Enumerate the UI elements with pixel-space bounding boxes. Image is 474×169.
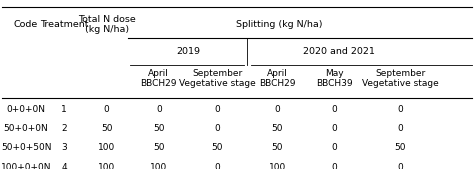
Text: September
Vegetative stage: September Vegetative stage bbox=[362, 69, 439, 88]
Text: 0: 0 bbox=[398, 124, 403, 133]
Text: Treatment: Treatment bbox=[40, 20, 88, 29]
Text: 0: 0 bbox=[156, 104, 162, 114]
Text: 0: 0 bbox=[274, 104, 280, 114]
Text: 50: 50 bbox=[272, 124, 283, 133]
Text: 0+0+0N: 0+0+0N bbox=[7, 104, 46, 114]
Text: 50: 50 bbox=[101, 124, 112, 133]
Text: 2: 2 bbox=[61, 124, 67, 133]
Text: 100: 100 bbox=[150, 163, 167, 169]
Text: 100: 100 bbox=[98, 143, 115, 152]
Text: 0: 0 bbox=[104, 104, 109, 114]
Text: Code: Code bbox=[14, 20, 38, 29]
Text: 50: 50 bbox=[211, 143, 223, 152]
Text: 0: 0 bbox=[398, 104, 403, 114]
Text: 50: 50 bbox=[395, 143, 406, 152]
Text: 0: 0 bbox=[331, 104, 337, 114]
Text: 100: 100 bbox=[98, 163, 115, 169]
Text: 50: 50 bbox=[153, 124, 164, 133]
Text: 50: 50 bbox=[153, 143, 164, 152]
Text: Splitting (kg N/ha): Splitting (kg N/ha) bbox=[237, 20, 323, 29]
Text: Total N dose
(kg N/ha): Total N dose (kg N/ha) bbox=[78, 15, 136, 34]
Text: 100+0+0N: 100+0+0N bbox=[1, 163, 51, 169]
Text: 0: 0 bbox=[214, 124, 220, 133]
Text: 1: 1 bbox=[61, 104, 67, 114]
Text: September
Vegetative stage: September Vegetative stage bbox=[179, 69, 255, 88]
Text: 4: 4 bbox=[61, 163, 67, 169]
Text: 50+0+50N: 50+0+50N bbox=[1, 143, 51, 152]
Text: 0: 0 bbox=[331, 143, 337, 152]
Text: 0: 0 bbox=[214, 163, 220, 169]
Text: 50: 50 bbox=[272, 143, 283, 152]
Text: 3: 3 bbox=[61, 143, 67, 152]
Text: 0: 0 bbox=[331, 124, 337, 133]
Text: 50+0+0N: 50+0+0N bbox=[4, 124, 48, 133]
Text: April
BBCH29: April BBCH29 bbox=[259, 69, 296, 88]
Text: April
BBCH29: April BBCH29 bbox=[140, 69, 177, 88]
Text: 100: 100 bbox=[269, 163, 286, 169]
Text: 2019: 2019 bbox=[176, 47, 200, 56]
Text: 0: 0 bbox=[331, 163, 337, 169]
Text: 0: 0 bbox=[214, 104, 220, 114]
Text: 2020 and 2021: 2020 and 2021 bbox=[303, 47, 375, 56]
Text: May
BBCH39: May BBCH39 bbox=[316, 69, 353, 88]
Text: 0: 0 bbox=[398, 163, 403, 169]
